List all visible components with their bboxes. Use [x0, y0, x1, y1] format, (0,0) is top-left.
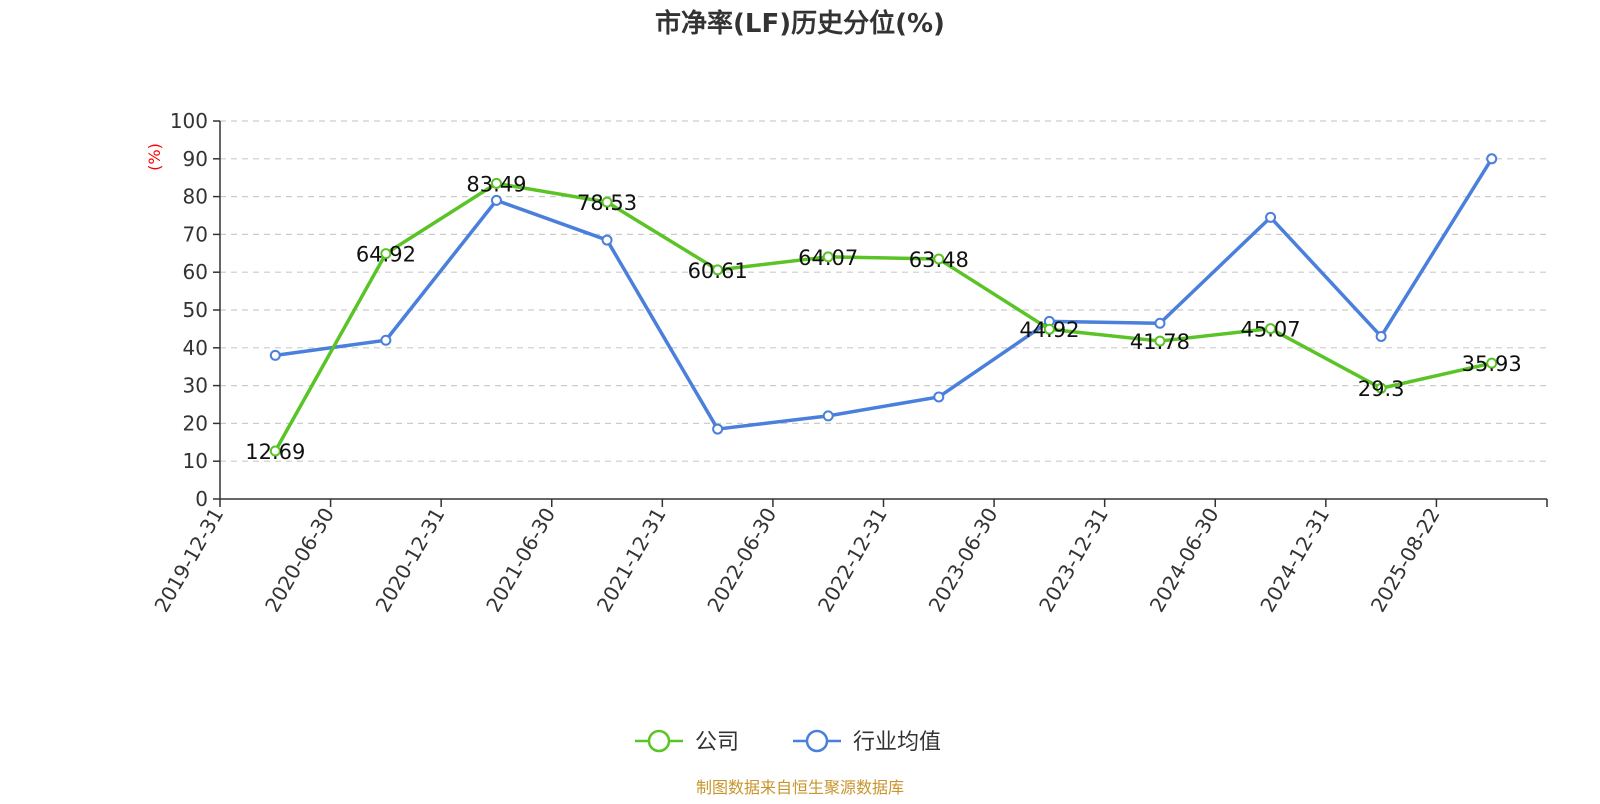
data-point-industry — [601, 234, 613, 246]
y-tick-label: 10 — [183, 449, 208, 473]
data-point-industry — [490, 194, 502, 206]
data-labels: 12.69 64.92 83.49 78.53 60.61 64.07 63.48 44.92… — [245, 172, 1522, 464]
data-point-industry — [269, 349, 281, 361]
x-tick-label: 2021-06-30 — [481, 504, 560, 617]
data-point-industry — [380, 334, 392, 346]
data-point-industry — [1486, 153, 1498, 165]
x-tick-label: 2019-12-31 — [149, 504, 228, 617]
legend-item[interactable]: 公司 — [635, 729, 739, 755]
data-point-company — [1265, 323, 1277, 335]
y-tick-label: 60 — [183, 260, 208, 284]
data-point-company — [1154, 335, 1166, 347]
y-tick-label: 0 — [195, 487, 208, 511]
x-tick-label: 2023-12-31 — [1034, 504, 1113, 617]
data-point-company — [601, 196, 613, 208]
y-tick-label: 100 — [170, 109, 208, 133]
data-label: 60.61 — [688, 259, 748, 283]
data-label: 45.07 — [1240, 318, 1300, 342]
grid-lines — [220, 120, 1547, 462]
data-point-company — [1043, 323, 1055, 335]
data-point-company — [822, 251, 834, 263]
x-tick-label: 2023-06-30 — [924, 504, 1003, 617]
series-lines — [269, 153, 1498, 457]
legend-label: 行业均值 — [853, 730, 941, 755]
data-label: 41.78 — [1130, 330, 1190, 354]
x-tick-label: 2022-06-30 — [702, 504, 781, 617]
series-line-industry — [275, 157, 1494, 431]
x-tick-label: 2020-12-31 — [371, 504, 450, 617]
legend-label: 公司 — [695, 730, 739, 755]
y-axis-label: (%) — [145, 143, 164, 171]
data-point-company — [1486, 357, 1498, 369]
data-point-industry — [933, 391, 945, 403]
data-point-company — [269, 445, 281, 457]
data-point-company — [1375, 382, 1387, 394]
source-note: 制图数据来自恒生聚源数据库 — [696, 778, 904, 797]
data-point-company — [380, 248, 392, 260]
data-point-industry — [822, 410, 834, 422]
legend-swatch-marker — [805, 729, 829, 753]
y-tick-label: 30 — [183, 374, 208, 398]
data-label: 29.3 — [1358, 377, 1405, 401]
data-point-company — [490, 177, 502, 189]
y-tick-label: 50 — [183, 298, 208, 322]
y-tick-label: 40 — [183, 336, 208, 360]
data-point-company — [933, 253, 945, 265]
data-label: 12.69 — [245, 440, 305, 464]
y-tick-label: 80 — [183, 185, 208, 209]
data-label: 35.93 — [1462, 352, 1522, 376]
data-label: 64.07 — [798, 246, 858, 270]
legend[interactable]: 公司 行业均值 — [635, 729, 941, 755]
data-label: 78.53 — [577, 191, 637, 215]
x-tick-label: 2020-06-30 — [260, 504, 339, 617]
data-label: 44.92 — [1019, 318, 1079, 342]
y-tick-label: 70 — [183, 222, 208, 246]
x-tick-label: 2024-06-30 — [1145, 504, 1224, 617]
data-point-industry — [1375, 330, 1387, 342]
data-label: 63.48 — [909, 248, 969, 272]
data-point-industry — [1154, 317, 1166, 329]
data-label: 83.49 — [466, 172, 526, 196]
data-point-company — [712, 264, 724, 276]
data-label: 64.92 — [356, 243, 416, 267]
x-tick-label: 2021-12-31 — [592, 504, 671, 617]
x-tick-label: 2022-12-31 — [813, 504, 892, 617]
data-point-industry — [1265, 211, 1277, 223]
legend-swatch-marker — [647, 729, 671, 753]
data-point-industry — [712, 423, 724, 435]
legend-item[interactable]: 行业均值 — [793, 729, 941, 755]
series-line-company — [273, 181, 1493, 452]
y-tick-label: 20 — [183, 411, 208, 435]
axes: 0 10 20 30 40 50 60 70 80 90 100 2019-12-31 2020-06-… — [149, 109, 1548, 617]
chart-title: 市净率(LF)历史分位(%) — [655, 8, 945, 39]
x-tick-label: 2025-08-22 — [1366, 504, 1445, 617]
y-tick-label: 90 — [183, 147, 208, 171]
x-tick-label: 2024-12-31 — [1255, 504, 1334, 617]
